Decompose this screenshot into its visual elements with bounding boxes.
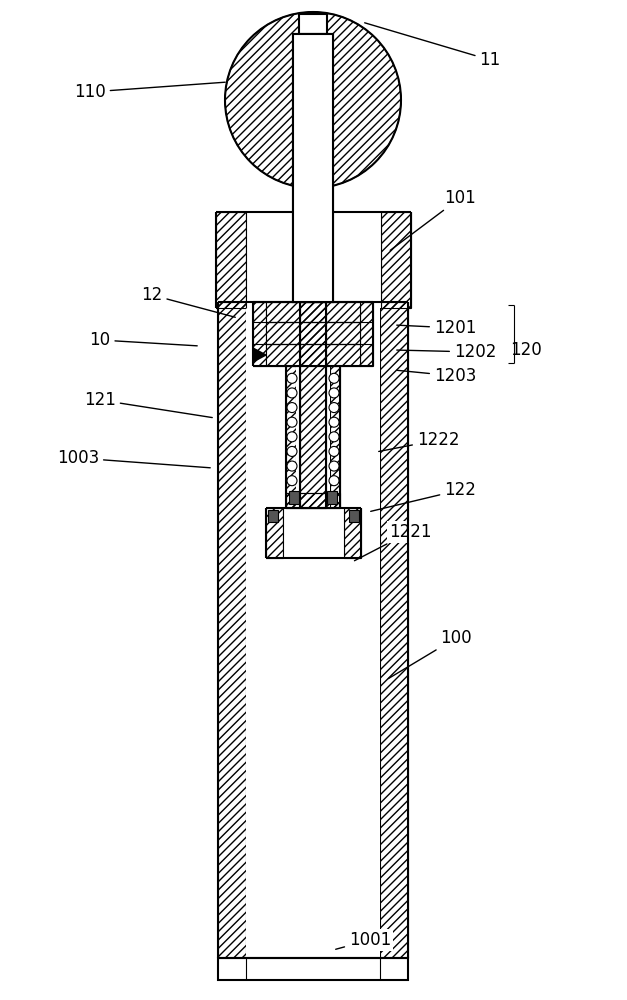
Bar xyxy=(268,510,278,522)
Bar xyxy=(349,510,359,522)
Text: 121: 121 xyxy=(84,391,213,418)
Text: 1201: 1201 xyxy=(397,319,476,337)
Bar xyxy=(380,302,408,958)
Circle shape xyxy=(329,476,339,486)
Circle shape xyxy=(329,373,339,383)
Text: 100: 100 xyxy=(388,629,472,679)
Bar xyxy=(266,344,360,366)
Text: 1001: 1001 xyxy=(335,931,391,949)
Text: 1222: 1222 xyxy=(379,431,459,451)
Polygon shape xyxy=(253,348,266,362)
Bar xyxy=(296,366,330,508)
Bar xyxy=(265,508,283,558)
Bar xyxy=(300,302,326,508)
Circle shape xyxy=(287,446,297,456)
Bar xyxy=(266,302,360,366)
Bar xyxy=(266,322,360,344)
Bar xyxy=(246,212,381,308)
Circle shape xyxy=(287,373,297,383)
Text: 101: 101 xyxy=(390,189,476,250)
Bar xyxy=(253,302,266,366)
Bar xyxy=(299,14,327,34)
Circle shape xyxy=(329,417,339,427)
Bar xyxy=(293,34,333,302)
Bar xyxy=(283,508,344,558)
Bar xyxy=(381,212,411,308)
Bar xyxy=(246,302,380,958)
Circle shape xyxy=(287,388,297,398)
Bar xyxy=(218,958,408,980)
Circle shape xyxy=(287,461,297,471)
Bar xyxy=(330,366,340,508)
Bar xyxy=(266,302,360,322)
Bar xyxy=(344,508,361,558)
Text: 122: 122 xyxy=(371,481,476,511)
Text: 1003: 1003 xyxy=(57,449,210,468)
Circle shape xyxy=(329,403,339,413)
Circle shape xyxy=(287,403,297,413)
Text: 12: 12 xyxy=(141,286,235,317)
Bar xyxy=(327,491,337,504)
Circle shape xyxy=(329,461,339,471)
Circle shape xyxy=(287,417,297,427)
Bar xyxy=(286,493,340,508)
Circle shape xyxy=(329,432,339,442)
Bar xyxy=(360,302,373,366)
Circle shape xyxy=(329,446,339,456)
Text: 11: 11 xyxy=(365,23,500,69)
Bar xyxy=(286,366,296,508)
Text: 110: 110 xyxy=(74,82,225,101)
Bar xyxy=(293,34,333,302)
Circle shape xyxy=(287,432,297,442)
Bar xyxy=(216,212,246,308)
Circle shape xyxy=(329,388,339,398)
Text: 10: 10 xyxy=(90,331,198,349)
Text: 1202: 1202 xyxy=(397,343,496,361)
Bar xyxy=(289,491,299,504)
Text: 1203: 1203 xyxy=(397,367,476,385)
Bar xyxy=(218,302,246,958)
Circle shape xyxy=(287,476,297,486)
Text: 1221: 1221 xyxy=(354,523,431,561)
Text: 120: 120 xyxy=(510,341,542,359)
